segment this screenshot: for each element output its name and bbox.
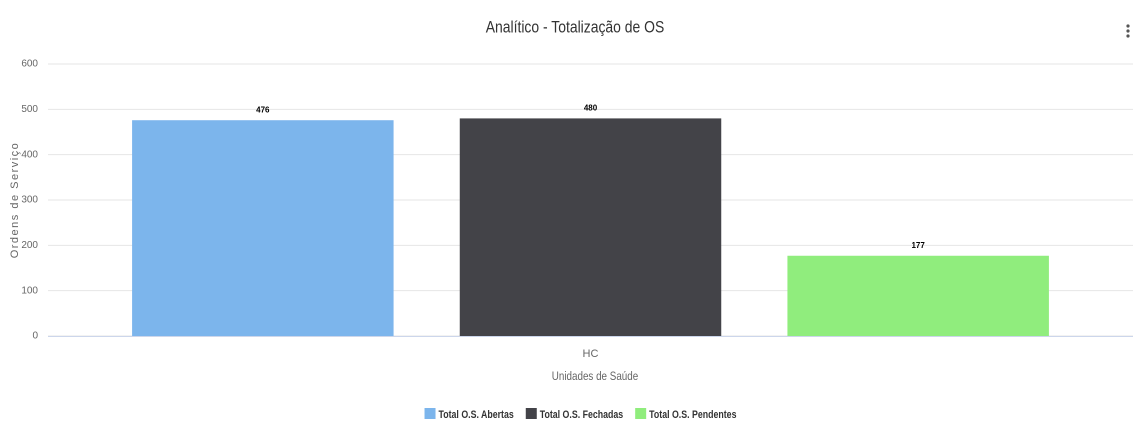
y-tick-label: 300 xyxy=(21,195,38,206)
legend-label: Total O.S. Abertas xyxy=(439,409,515,421)
x-axis-label: Unidades de Saúde xyxy=(552,370,638,383)
y-tick-label: 600 xyxy=(21,59,38,70)
menu-button[interactable] xyxy=(1126,24,1130,38)
legend-swatch xyxy=(635,408,647,419)
data-label: 177 xyxy=(911,241,925,250)
bar xyxy=(459,118,722,337)
legend-swatch xyxy=(525,408,537,419)
legend-label: Total O.S. Pendentes xyxy=(649,409,737,421)
x-tick-label: HC xyxy=(583,348,599,360)
data-label: 480 xyxy=(584,104,598,113)
y-tick-label: 400 xyxy=(21,149,38,160)
menu-dot xyxy=(1126,24,1130,28)
legend-label: Total O.S. Fechadas xyxy=(540,409,624,421)
y-axis-label: Ordens de Serviço xyxy=(9,142,21,259)
legend-swatch xyxy=(424,408,436,419)
legend: Total O.S. Abertas Total O.S. Fechadas Tot… xyxy=(424,408,737,421)
y-tick-label: 100 xyxy=(21,285,38,296)
y-tick-label: 500 xyxy=(21,104,38,115)
legend-item[interactable]: Total O.S. Abertas xyxy=(424,408,515,421)
y-tick-label: 200 xyxy=(21,240,38,251)
menu-dot xyxy=(1126,34,1130,38)
legend-item[interactable]: Total O.S. Pendentes xyxy=(635,408,737,421)
menu-dot xyxy=(1126,29,1130,33)
bar xyxy=(787,255,1049,336)
bar xyxy=(132,120,394,336)
data-label: 476 xyxy=(256,105,270,114)
chart-title: Analítico - Totalização de OS xyxy=(486,18,665,37)
legend-item[interactable]: Total O.S. Fechadas xyxy=(525,408,624,421)
y-tick-label: 0 xyxy=(32,331,38,342)
